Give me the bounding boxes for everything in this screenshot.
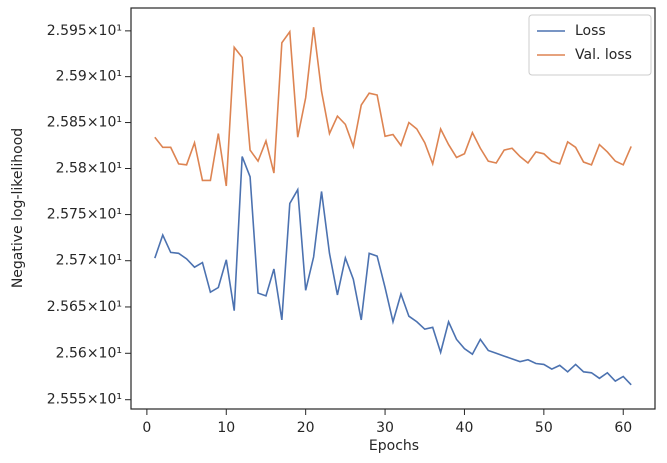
legend-box xyxy=(528,14,652,76)
x-tick-label: 0 xyxy=(142,420,151,436)
y-tick-label: 2.58×10¹ xyxy=(56,161,122,177)
y-tick-label: 2.585×10¹ xyxy=(47,115,122,131)
y-axis-label: Negative log-likelihood xyxy=(10,128,26,288)
line-series xyxy=(154,156,632,386)
legend-label: Loss xyxy=(575,23,606,39)
x-tick-label: 60 xyxy=(614,420,632,436)
y-tick-label: 2.565×10¹ xyxy=(47,299,122,315)
x-tick-label: 10 xyxy=(217,420,235,436)
x-tick-label: 20 xyxy=(297,420,315,436)
x-tick-label: 40 xyxy=(456,420,474,436)
y-tick-label: 2.555×10¹ xyxy=(47,392,122,408)
y-tick-label: 2.57×10¹ xyxy=(56,253,122,269)
x-axis-label: Epochs xyxy=(369,438,419,454)
x-tick-label: 30 xyxy=(376,420,394,436)
y-tick-label: 2.56×10¹ xyxy=(56,345,122,361)
plot-frame xyxy=(130,7,656,410)
line-series xyxy=(154,27,632,187)
y-tick-label: 2.59×10¹ xyxy=(56,69,122,85)
y-tick-label: 2.575×10¹ xyxy=(47,207,122,223)
y-tick-label: 2.595×10¹ xyxy=(47,23,122,39)
legend-label: Val. loss xyxy=(575,47,632,63)
x-tick-label: 50 xyxy=(535,420,553,436)
